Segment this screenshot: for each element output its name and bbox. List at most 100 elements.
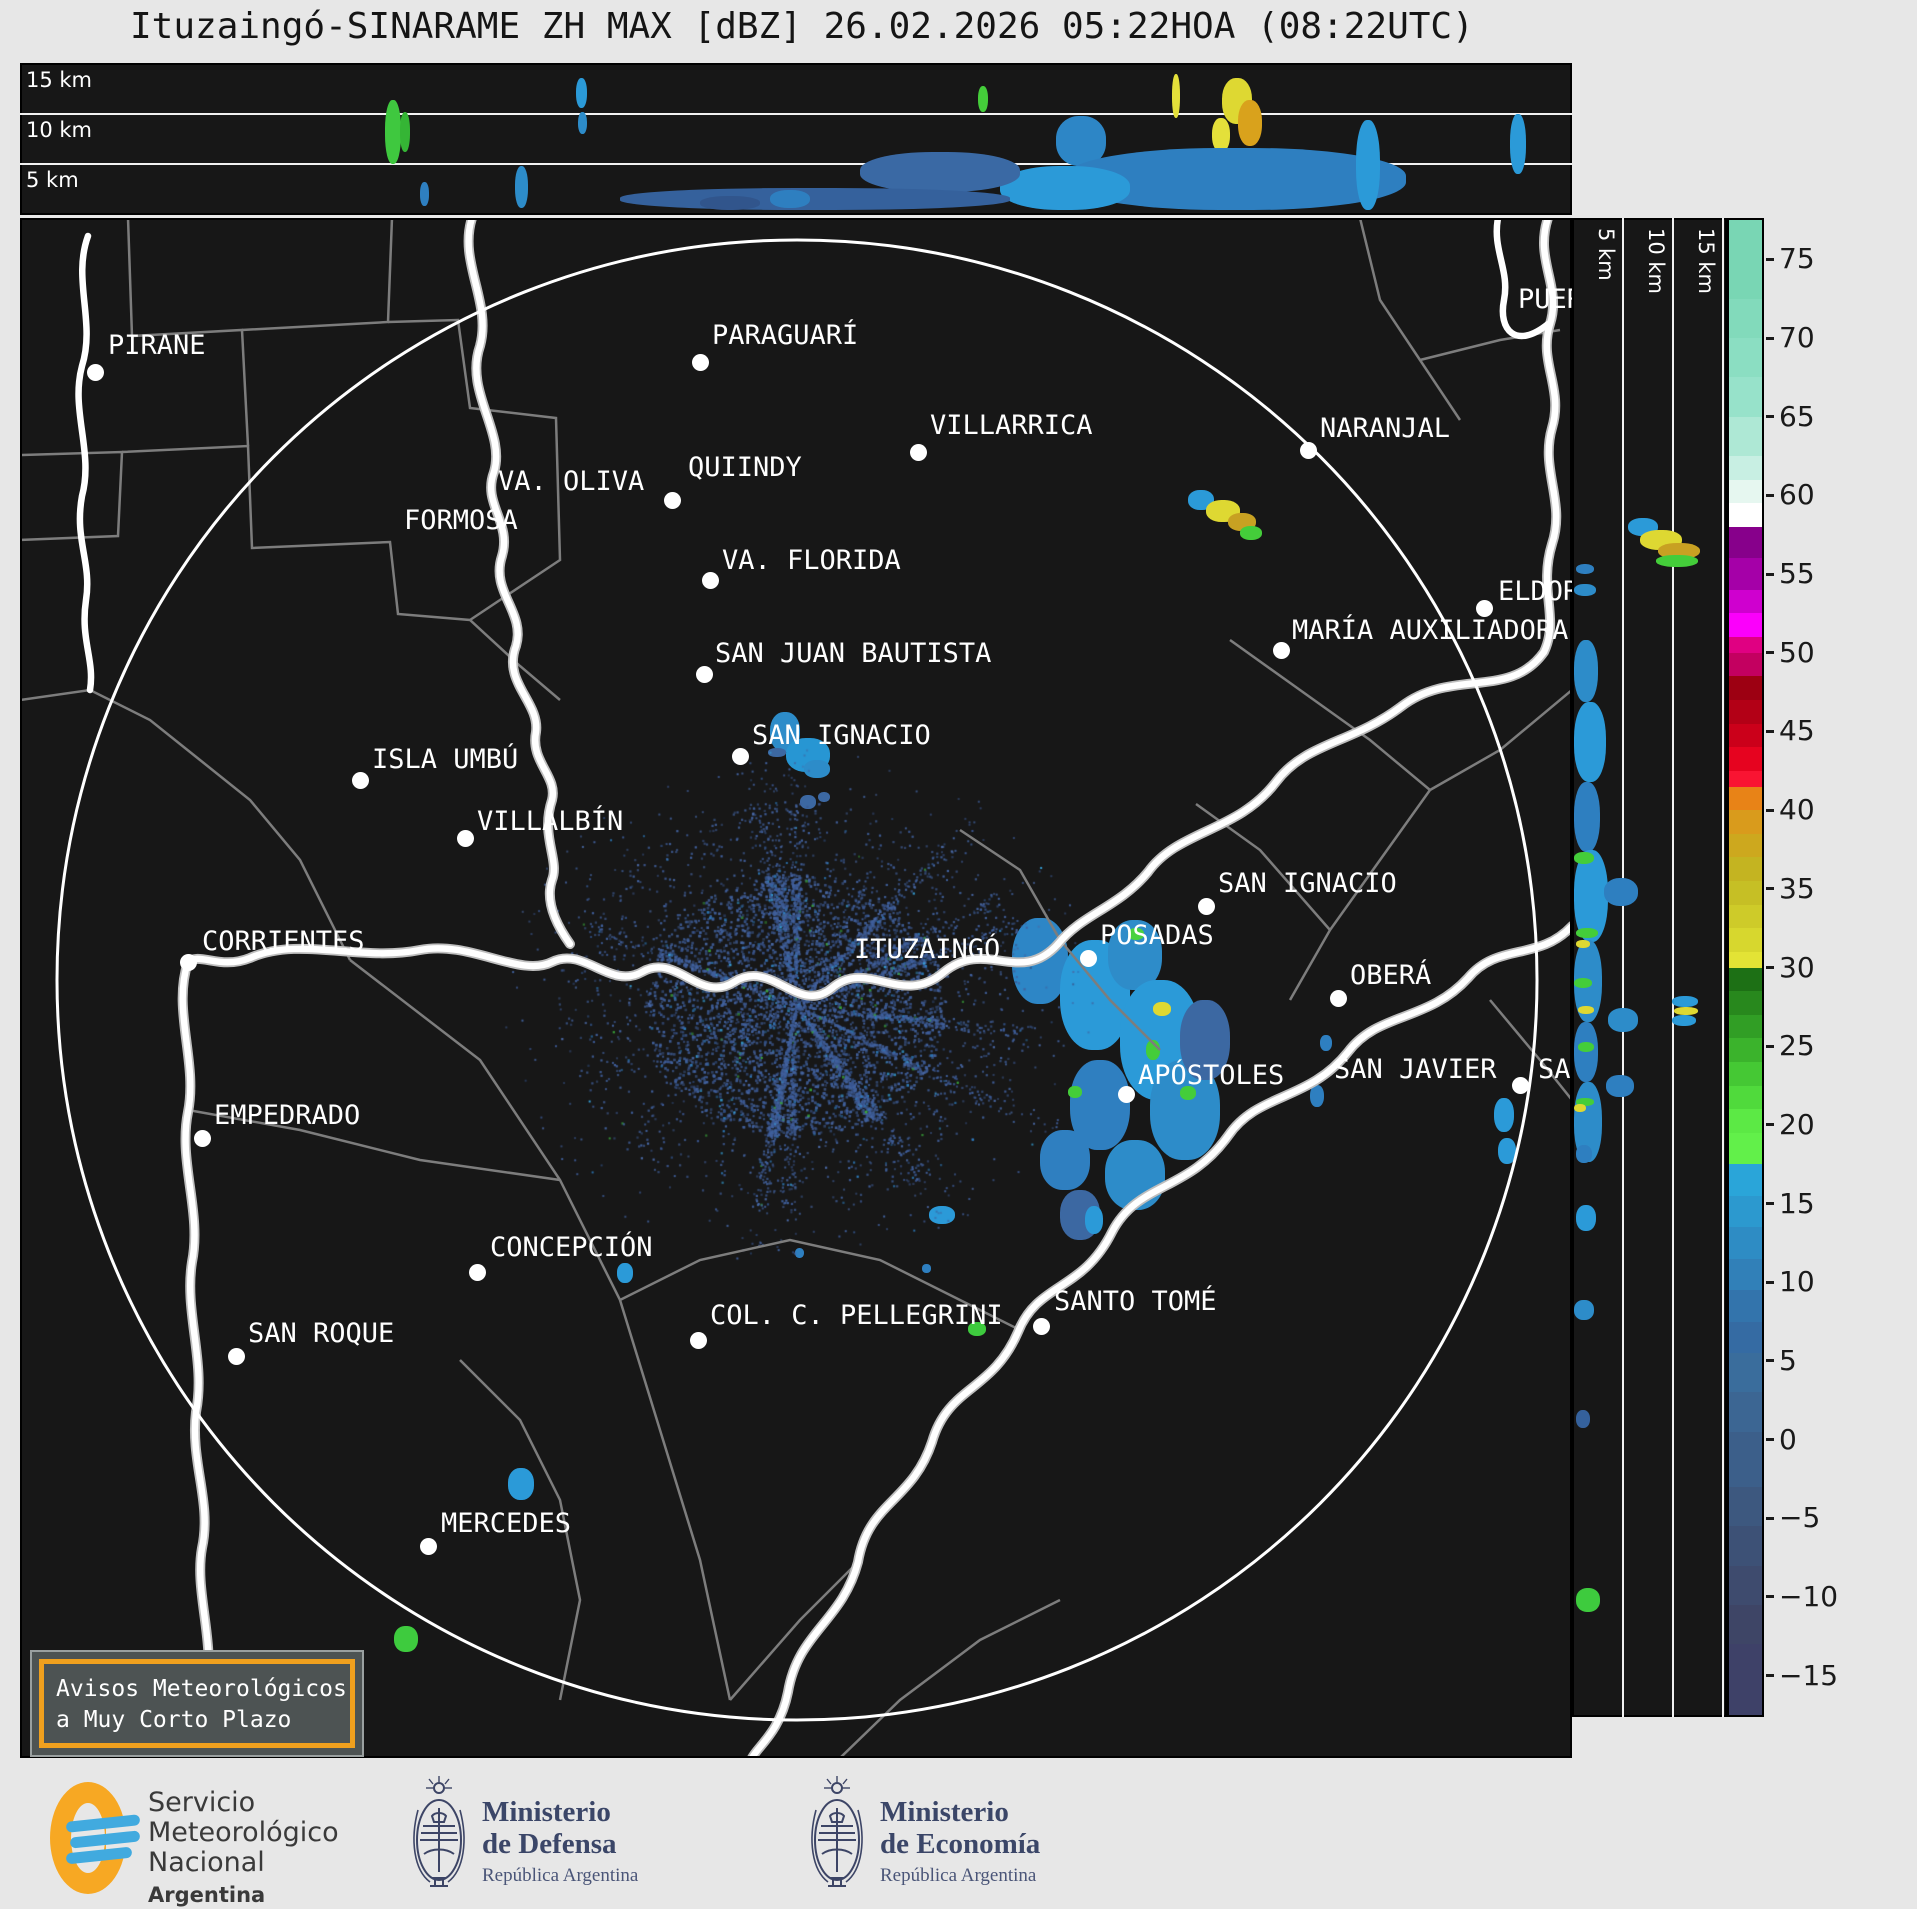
right-panel-km-label: 5 km xyxy=(1594,228,1618,281)
colorbar-tick-label: −15 xyxy=(1779,1658,1839,1692)
right-panel-echo xyxy=(1674,1007,1698,1015)
right-panel-echo xyxy=(1576,1098,1594,1106)
warning-badge-text: Avisos Meteorológicos a Muy Corto Plazo xyxy=(39,1659,355,1748)
right-panel-echo xyxy=(1574,782,1600,852)
top-panel-echo xyxy=(860,152,1020,192)
colorbar-segment xyxy=(1729,1321,1762,1354)
top-panel-echo xyxy=(1212,118,1230,152)
colorbar-segment xyxy=(1729,991,1762,1015)
colorbar-segment xyxy=(1729,220,1762,299)
right-panel-echo xyxy=(1574,1022,1598,1082)
colorbar-segment xyxy=(1729,770,1762,787)
colorbar-segment xyxy=(1729,700,1762,724)
right-panel-echo xyxy=(1672,1015,1696,1026)
colorbar-segment xyxy=(1729,1258,1762,1291)
colorbar-segment xyxy=(1729,1062,1762,1086)
colorbar-tick-label: 75 xyxy=(1779,242,1815,276)
top-panel-km-label: 10 km xyxy=(26,118,93,142)
colorbar-tick xyxy=(1766,1595,1774,1599)
colorbar-segment xyxy=(1729,1526,1762,1566)
colorbar-tick-label: −5 xyxy=(1779,1501,1821,1535)
colorbar-tick-label: −10 xyxy=(1779,1579,1839,1613)
colorbar-tick-label: 55 xyxy=(1779,557,1815,591)
right-panel-echo xyxy=(1574,978,1592,988)
top-panel-echo xyxy=(1356,120,1380,210)
colorbar-segment xyxy=(1729,1085,1762,1110)
colorbar-tick xyxy=(1766,1516,1774,1520)
right-panel-km-label: 10 km xyxy=(1644,228,1668,295)
colorbar-tick-label: 35 xyxy=(1779,871,1815,905)
colorbar-segment xyxy=(1729,298,1762,339)
colorbar-segment xyxy=(1729,479,1762,504)
right-panel-echo xyxy=(1574,584,1596,596)
colorbar-segment xyxy=(1729,558,1762,590)
colorbar-tick xyxy=(1766,415,1774,419)
colorbar-tick-label: 0 xyxy=(1779,1422,1797,1456)
colorbar-tick-label: 45 xyxy=(1779,714,1815,748)
colorbar-segment xyxy=(1729,1486,1762,1527)
right-panel-echo xyxy=(1576,1205,1596,1231)
colorbar-segment xyxy=(1729,1644,1762,1716)
smn-wordmark: Servicio Meteorológico Nacional Argentin… xyxy=(148,1787,339,1908)
right-panel-line xyxy=(1672,218,1674,1717)
smn-logo xyxy=(50,1782,141,1894)
colorbar-tick xyxy=(1766,808,1774,812)
economia-wordmark: Ministerio de Economía República Argenti… xyxy=(880,1796,1041,1886)
right-panel-echo xyxy=(1574,852,1594,864)
colorbar-segment xyxy=(1729,810,1762,834)
colorbar-segment xyxy=(1729,1392,1762,1432)
colorbar-tick-label: 30 xyxy=(1779,950,1815,984)
colorbar-tick xyxy=(1766,257,1774,261)
colorbar-segment xyxy=(1729,786,1762,811)
top-panel-echo xyxy=(770,190,810,208)
top-panel-km-label: 5 km xyxy=(26,168,79,192)
colorbar-tick xyxy=(1766,1044,1774,1048)
right-panel-echo xyxy=(1574,640,1598,702)
colorbar-segment xyxy=(1729,652,1762,677)
top-panel-echo xyxy=(978,86,988,112)
right-panel-line xyxy=(1722,218,1724,1717)
colorbar-tick xyxy=(1766,887,1774,891)
colorbar-segment xyxy=(1729,503,1762,527)
right-panel-echo xyxy=(1656,555,1698,567)
colorbar-tick xyxy=(1766,966,1774,969)
right-panel-echo xyxy=(1574,850,1608,942)
right-panel-echo xyxy=(1576,1588,1600,1612)
top-panel-echo xyxy=(1510,114,1526,174)
top-panel-km-label: 15 km xyxy=(26,68,93,92)
colorbar-segment xyxy=(1729,951,1762,968)
right-panel-echo xyxy=(1576,940,1590,948)
right-panel-echo xyxy=(1576,928,1598,938)
colorbar-tick-label: 40 xyxy=(1779,793,1815,827)
top-panel-echo xyxy=(1172,74,1180,118)
colorbar-tick xyxy=(1766,1674,1774,1678)
colorbar-segment xyxy=(1729,723,1762,748)
colorbar-segment xyxy=(1729,881,1762,905)
colorbar-tick-label: 10 xyxy=(1779,1265,1815,1299)
colorbar-segment xyxy=(1729,904,1762,929)
colorbar-tick xyxy=(1766,493,1774,497)
colorbar-segment xyxy=(1729,416,1762,457)
colorbar-segment xyxy=(1729,637,1762,653)
colorbar-segment xyxy=(1729,1164,1762,1196)
colorbar-tick xyxy=(1766,1359,1774,1363)
top-panel-echo xyxy=(1238,100,1262,146)
top-panel-echo xyxy=(385,100,401,164)
colorbar-tick-label: 20 xyxy=(1779,1107,1815,1141)
right-panel-echo xyxy=(1576,1145,1592,1163)
colorbar-segment xyxy=(1729,1604,1762,1645)
right-panel-km-label: 15 km xyxy=(1694,228,1718,295)
colorbar-segment xyxy=(1729,1038,1762,1062)
top-panel-echo xyxy=(576,78,587,108)
colorbar-tick xyxy=(1766,651,1774,655)
colorbar-tick xyxy=(1766,1280,1774,1284)
colorbar-tick xyxy=(1766,1202,1774,1206)
top-panel-echo xyxy=(700,196,760,210)
top-panel-echo xyxy=(578,112,587,134)
map-panel xyxy=(20,218,1572,1758)
colorbar-segment xyxy=(1729,1290,1762,1322)
defensa-coat-of-arms-icon xyxy=(413,1776,465,1887)
colorbar-tick-label: 60 xyxy=(1779,478,1815,512)
page-title: Ituzaingó-SINARAME ZH MAX [dBZ] 26.02.20… xyxy=(130,6,1474,47)
